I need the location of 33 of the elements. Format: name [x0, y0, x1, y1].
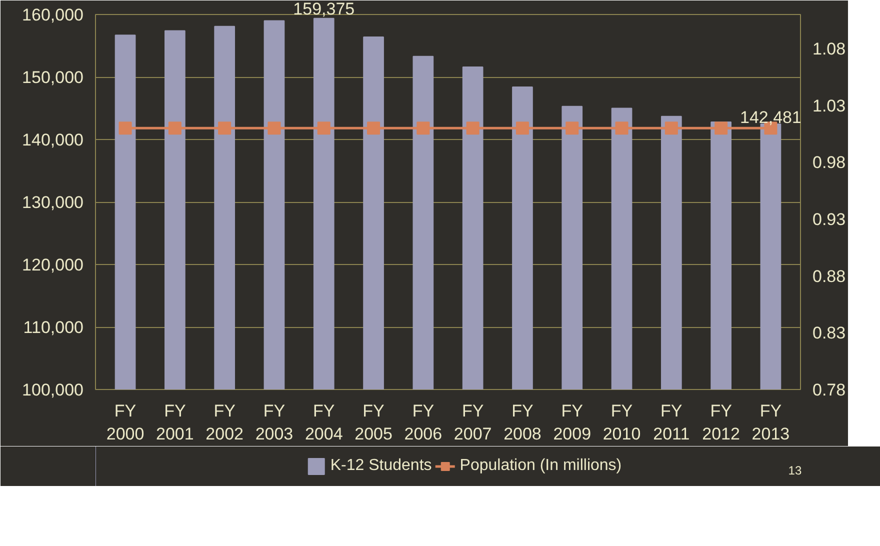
y2-tick-label: 0.83 — [812, 324, 846, 343]
x-tick-label: FY 2013 — [752, 402, 790, 444]
x-tick-label: FY 2012 — [702, 402, 740, 444]
y-tick-label: 110,000 — [23, 318, 84, 337]
legend-label: K-12 Students — [330, 457, 432, 475]
y2-tick-label: 0.93 — [812, 210, 846, 230]
y-tick-label: 130,000 — [22, 193, 84, 212]
x-tick-label: FY 2002 — [206, 402, 244, 444]
x-tick-label: FY 2011 — [653, 402, 690, 444]
text: 13 — [788, 464, 802, 478]
x-tick-label: FY 2003 — [255, 402, 294, 444]
y-tick-label: 140,000 — [22, 130, 84, 150]
data-label: 159,375 — [293, 0, 355, 18]
y-tick-label: 120,000 — [22, 256, 84, 274]
y2-tick-label: 0.78 — [812, 380, 846, 400]
data-label: 142,481 — [740, 108, 802, 127]
x-tick-label: FY 2007 — [454, 402, 492, 444]
y2-tick-label: 1.08 — [812, 40, 846, 59]
x-tick-label: FY 2008 — [504, 402, 542, 444]
x-tick-label: FY 2001 — [156, 402, 194, 444]
x-tick-label: FY 2010 — [602, 402, 641, 444]
y2-tick-label: 0.88 — [812, 266, 846, 286]
x-tick-label: FY 2006 — [404, 402, 442, 444]
x-tick-label: FY 2009 — [553, 402, 592, 444]
y2-tick-label: 0.98 — [812, 153, 846, 172]
y-tick-label: 100,000 — [22, 380, 84, 400]
y2-tick-label: 1.03 — [812, 96, 846, 116]
x-tick-label: FY 2005 — [354, 402, 392, 444]
x-tick-label: FY 2004 — [304, 402, 343, 444]
x-tick-label: FY 2000 — [106, 402, 144, 444]
legend-label: Population (In millions) — [460, 457, 622, 475]
y-tick-label: 150,000 — [22, 68, 84, 87]
y-tick-label: 160,000 — [22, 6, 84, 24]
